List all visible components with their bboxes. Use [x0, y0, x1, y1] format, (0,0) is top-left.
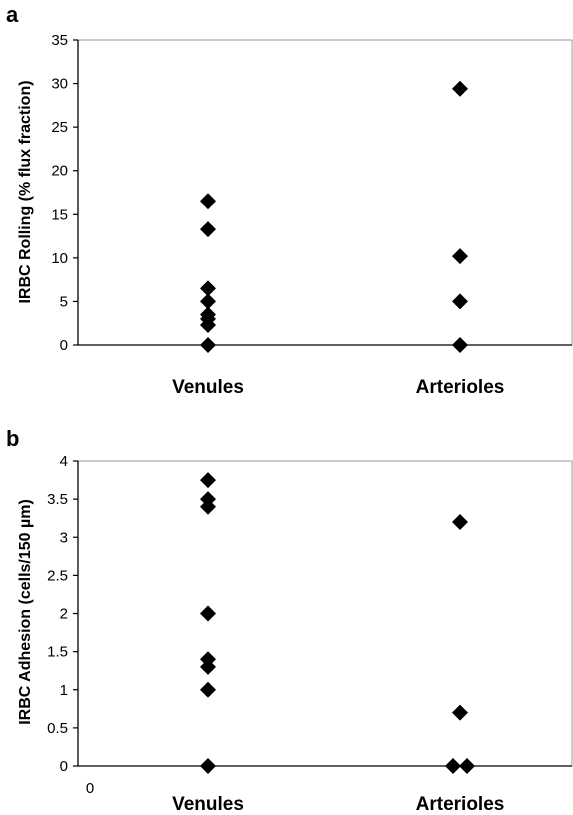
y-tick-label: 1	[60, 682, 68, 699]
y-tick-label: 2	[60, 606, 68, 623]
y-tick-label: 10	[51, 250, 68, 267]
data-point-venules-2	[200, 280, 216, 297]
panel-b-y-ticks: 0 0.5 1 1.5 2 2.5 3 3.5 4	[47, 453, 78, 775]
panel-a-category-arterioles: Arterioles	[416, 377, 505, 398]
data-point-arterioles-2	[452, 293, 468, 310]
y-tick-label: 1.5	[47, 644, 68, 661]
panel-a-letter: a	[6, 2, 19, 27]
panel-b-category-arterioles: Arterioles	[416, 794, 505, 815]
panel-b-x-origin-label: 0	[86, 780, 94, 797]
data-point-venules-3	[200, 293, 216, 310]
panel-a-y-axis-label: IRBC Rolling (% flux fraction)	[17, 80, 34, 303]
data-point-arterioles-3	[459, 758, 475, 774]
data-point-venules-5	[200, 658, 216, 675]
y-tick-label: 0.5	[47, 720, 68, 737]
y-tick-label: 3.5	[47, 491, 68, 508]
data-point-arterioles-3	[452, 337, 468, 353]
data-point-arterioles-0	[452, 80, 468, 97]
panel-b-markers	[200, 472, 475, 774]
data-point-arterioles-1	[452, 704, 468, 721]
panel-b: b IRBC Adhesion (cells/150 µm) 0 0.5 1 1.5 2…	[6, 426, 573, 815]
data-point-arterioles-1	[452, 248, 468, 265]
y-tick-label: 0	[60, 758, 68, 775]
panel-a-category-venules: Venules	[172, 377, 244, 398]
data-point-venules-7	[200, 337, 216, 353]
data-point-arterioles-0	[452, 514, 468, 530]
data-point-venules-6	[200, 316, 216, 333]
panel-b-category-venules: Venules	[172, 794, 244, 815]
data-point-venules-0	[200, 193, 216, 210]
panel-a-y-ticks: 0 5 10 15 20 25 30 35	[51, 32, 78, 354]
data-point-venules-6	[200, 681, 216, 698]
y-tick-label: 0	[60, 337, 68, 354]
data-point-venules-7	[200, 758, 216, 774]
y-tick-label: 20	[51, 163, 68, 180]
panel-a: a IRBC Rolling (% flux fraction) 0 5 10 15 2…	[6, 2, 573, 398]
y-tick-label: 2.5	[47, 567, 68, 584]
y-tick-label: 3	[60, 529, 68, 546]
data-point-venules-2	[200, 498, 216, 515]
data-point-venules-3	[200, 605, 216, 622]
y-tick-label: 30	[51, 76, 68, 93]
panel-a-markers	[200, 80, 468, 353]
y-tick-label: 4	[60, 453, 68, 470]
data-point-arterioles-2	[445, 758, 461, 774]
panel-a-plot-frame	[77, 39, 573, 346]
y-tick-label: 5	[60, 293, 68, 310]
y-tick-label: 25	[51, 119, 68, 136]
data-point-venules-0	[200, 472, 216, 489]
panel-b-y-axis-label: IRBC Adhesion (cells/150 µm)	[17, 499, 34, 725]
y-tick-label: 35	[51, 32, 68, 49]
y-tick-label: 15	[51, 206, 68, 223]
panel-b-plot-frame	[77, 460, 573, 767]
panel-b-letter: b	[6, 426, 19, 451]
data-point-venules-1	[200, 221, 216, 238]
